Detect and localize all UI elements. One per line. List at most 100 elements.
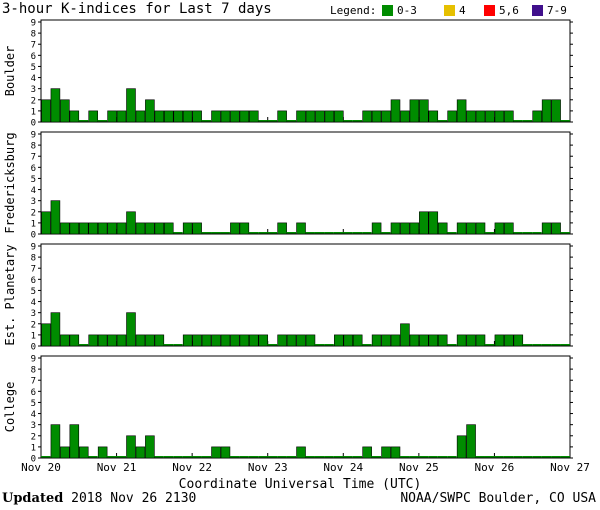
y-tick-label: 0 [31,231,36,241]
k-bar-zero [314,232,325,234]
k-bar [239,222,250,235]
k-bar-zero [258,120,268,122]
k-bar [78,446,89,459]
k-bar [249,110,259,123]
legend-item-5-6: 5,6 [499,4,519,17]
k-bar-zero [258,456,268,458]
k-bar [69,334,80,347]
k-bar-zero [447,232,457,234]
k-bar [475,334,486,347]
k-bar [305,110,316,123]
y-tick-label: 8 [31,366,36,376]
k-bar [211,446,221,459]
k-bar-zero [267,232,278,234]
k-bar [400,222,410,235]
x-tick-label: Nov 24 [323,461,363,474]
k-bar-zero [182,456,193,458]
k-bar [78,222,89,235]
k-bar [466,110,476,123]
k-bar [126,312,136,347]
k-bar [334,334,344,347]
k-bar-zero [286,120,297,122]
k-bar [230,110,240,123]
k-bar-zero [277,456,287,458]
k-bar [466,334,476,347]
y-tick-label: 4 [31,298,36,308]
k-bar-zero [551,344,561,346]
k-bar-zero [78,344,89,346]
k-bar-zero [324,456,334,458]
k-bar [286,334,297,347]
k-bar [116,334,127,347]
y-tick-label: 6 [31,164,36,174]
k-bar [88,334,98,347]
k-bar-zero [362,232,372,234]
k-bar [230,334,240,347]
k-bar-zero [560,120,570,122]
k-bar-zero [343,120,353,122]
k-bar-zero [258,232,268,234]
k-bar [107,222,117,235]
y-tick-label: 3 [31,309,36,319]
k-bar-zero [522,344,533,346]
k-bar [50,88,61,123]
k-bar-zero [484,456,495,458]
k-bar-zero [163,456,174,458]
k-bar [504,222,514,235]
k-bar-zero [220,232,230,234]
k-bar-zero [333,232,344,234]
y-tick-label: 1 [31,443,36,453]
k-bar-zero [532,232,542,234]
k-bar [400,110,410,123]
k-bar [220,110,231,123]
panel-label: Fredericksburg [3,132,17,233]
k-bar [428,334,439,347]
k-bar [69,110,80,123]
k-bar [50,424,61,459]
k-bar [135,222,146,235]
k-bar [126,211,136,235]
k-bar [211,110,221,123]
k-bar-zero [343,232,353,234]
k-bar-zero [267,344,278,346]
k-bar [390,99,401,123]
k-bar-zero [475,456,485,458]
k-bar [97,334,108,347]
k-bar-zero [305,232,315,234]
y-tick-label: 9 [31,243,36,253]
k-bar [50,312,61,347]
k-bar [60,222,70,235]
k-bar [324,110,335,123]
k-bar-zero [201,456,212,458]
k-bar [126,88,136,123]
k-bar [504,334,514,347]
k-bar [201,334,212,347]
k-bar [551,99,561,123]
k-bar [390,446,401,459]
k-bar-zero [560,344,570,346]
k-bar [145,222,155,235]
k-bar [69,424,80,459]
k-bar-zero [352,120,363,122]
k-bar [466,424,476,459]
k-bar [419,211,429,235]
k-bar-zero [97,120,108,122]
x-tick-label: Nov 22 [172,461,212,474]
k-bar [390,222,401,235]
k-bar [145,435,155,459]
k-bar [116,110,127,123]
k-bar [258,334,269,347]
k-bar-zero [560,232,570,234]
x-tick-label: Nov 20 [21,461,61,474]
k-bar [135,110,146,123]
k-bar [494,222,505,235]
y-tick-label: 8 [31,142,36,152]
k-bar [239,110,250,123]
y-tick-label: 4 [31,410,36,420]
k-bar [409,334,420,347]
k-bar-zero [333,456,344,458]
y-tick-label: 1 [31,331,36,341]
x-tick-label: Nov 21 [97,461,137,474]
